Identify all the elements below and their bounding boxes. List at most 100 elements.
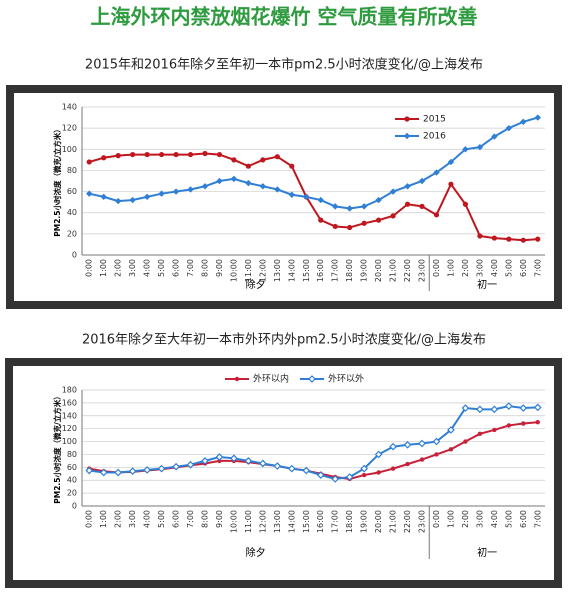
x-tick-label: 2:00 [461,259,470,277]
marker [114,197,122,205]
marker [448,181,454,187]
marker [216,151,223,158]
x-tick-label: 1:00 [99,259,108,277]
x-tick-label: 7:00 [186,259,195,277]
marker [287,464,296,473]
x-tick-label: 3:00 [128,259,137,277]
x-tick-label: 22:00 [403,259,412,282]
marker [128,467,137,476]
y-tick-label: 100 [62,437,77,446]
panel [5,358,562,588]
marker [447,426,455,434]
marker [259,459,267,468]
x-tick-label: 21:00 [389,259,398,282]
marker [434,452,439,457]
marker [389,188,397,195]
marker [144,151,150,158]
marker [273,462,282,470]
marker [288,191,295,198]
x-tick-label: 4:00 [490,259,499,277]
x-tick-label: 15:00 [302,259,311,282]
marker [114,468,123,477]
x-tick-label: 11:00 [244,259,253,282]
x-tick-label: 20:00 [374,510,383,533]
x-tick-label: 9:00 [215,259,224,277]
y-tick-label: 100 [62,145,77,154]
marker [85,466,94,475]
marker [360,203,368,210]
marker [520,118,527,125]
chart-title: 2015年和2016年除夕至年初一本市pm2.5小时浓度变化/@上海发布 [85,57,483,73]
x-tick-label: 0:00 [85,510,94,528]
legend-label: 2015 [423,115,446,125]
marker [463,439,468,444]
x-tick-label: 17:00 [331,259,340,282]
marker [534,114,541,121]
x-tick-label: 8:00 [200,510,209,528]
y-tick-label: 180 [62,386,77,395]
x-tick-label: 9:00 [215,510,224,528]
marker [490,405,499,414]
marker [520,237,526,243]
marker [533,403,542,412]
x-tick-label: 1:00 [446,259,455,277]
x-tick-label: 4:00 [143,259,152,277]
marker [244,457,253,465]
marker [346,205,353,212]
y-tick-label: 140 [62,411,77,420]
x-tick-label: 11:00 [244,510,253,533]
marker [316,471,325,479]
x-tick-label: 5:00 [504,259,513,277]
x-tick-label: 13:00 [273,259,282,282]
y-tick-label: 40 [67,476,77,485]
marker [360,464,368,473]
x-tick-label: 3:00 [475,259,484,277]
x-tick-label: 16:00 [316,259,325,282]
marker [130,151,136,158]
marker [433,212,440,218]
page-title: 上海外环内禁放烟花爆竹 空气质量有所改善 [91,5,478,29]
group-label: 初一 [477,278,497,291]
y-tick-label: 80 [67,450,77,459]
legend-label: 外环以外 [328,373,364,385]
y-axis-label: PM2.5小时浓度（微克/立方米） [52,392,62,504]
x-tick-label: 1:00 [99,510,108,528]
marker [201,457,209,465]
marker [477,233,483,239]
marker [302,466,311,475]
y-axis-label: PM2.5小时浓度（微克/立方米） [52,125,62,237]
marker [345,473,354,481]
marker [115,153,121,159]
marker [187,186,194,193]
marker [274,186,281,193]
marker [230,175,238,183]
marker [215,453,224,461]
marker [331,475,340,483]
marker [419,457,425,462]
marker [86,190,93,197]
marker [519,404,528,412]
marker [476,143,484,151]
y-tick-label: 0 [72,502,77,511]
y-tick-label: 60 [67,187,77,196]
marker [462,201,469,207]
marker [157,464,166,473]
y-tick-label: 40 [67,208,77,217]
x-tick-label: 10:00 [229,259,238,282]
marker [173,151,179,158]
marker [245,163,251,169]
marker [172,188,180,195]
group-label: 除夕 [246,278,266,291]
x-tick-label: 13:00 [273,510,282,533]
marker [535,236,541,242]
y-tick-label: 140 [62,103,77,112]
marker [432,437,441,446]
x-tick-label: 17:00 [331,510,340,533]
marker [289,163,295,169]
legend-label: 外环以内 [253,373,289,385]
y-tick-label: 20 [67,489,77,498]
marker [100,193,107,201]
marker [403,440,412,449]
